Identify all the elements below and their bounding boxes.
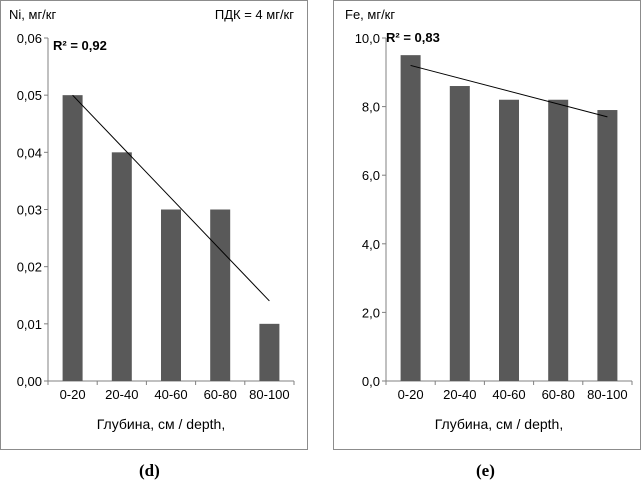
chart-ni: Ni, мг/кг ПДК = 4 мг/кг R² = 0,92 Глубин… [9, 7, 295, 432]
x-tick-label: 40-60 [154, 387, 187, 402]
trendline [410, 64, 608, 118]
x-tick-label: 60-80 [542, 387, 575, 402]
x-tick-label: 20-40 [105, 387, 138, 402]
y-tick-label: 0,01 [17, 317, 42, 332]
x-axis-label: Глубина, см / depth, [97, 416, 225, 432]
x-tick-label: 40-60 [492, 387, 525, 402]
r2-label: R² = 0,83 [386, 30, 440, 45]
y-tick-label: 0,06 [17, 31, 42, 46]
y-tick-label: 2,0 [362, 305, 380, 320]
caption-d: (d) [139, 461, 160, 480]
bar [400, 55, 421, 382]
chart-panel-fe: Fe, мг/кг R² = 0,83 Глубина, см / depth,… [333, 0, 641, 450]
bar [111, 152, 132, 381]
y-tick-label: 0,02 [17, 260, 42, 275]
bar [548, 99, 569, 382]
y-axis-label: Ni, мг/кг [9, 7, 56, 22]
x-tick-label: 0-20 [60, 387, 86, 402]
y-tick-label: 0,03 [17, 203, 42, 218]
chart-fe: Fe, мг/кг R² = 0,83 Глубина, см / depth,… [345, 7, 633, 432]
trendline [72, 94, 270, 302]
bar [449, 86, 470, 382]
y-tick-label: 8,0 [362, 100, 380, 115]
y-tick-label: 6,0 [362, 168, 380, 183]
bar [161, 209, 181, 381]
y-axis-label: Fe, мг/кг [345, 7, 395, 22]
x-tick-label: 80-100 [587, 387, 627, 402]
x-tick-label: 60-80 [204, 387, 237, 402]
bar [259, 323, 280, 381]
bar [210, 209, 231, 381]
y-tick-label: 4,0 [362, 237, 380, 252]
y-tick-label: 0,0 [362, 374, 380, 389]
y-tick-label: 0,00 [17, 374, 42, 389]
bar [597, 110, 618, 381]
y-tick-label: 0,05 [17, 88, 42, 103]
bar [499, 99, 519, 382]
y-tick-label: 10,0 [355, 31, 380, 46]
caption-e: (e) [476, 461, 495, 480]
pdk-annotation: ПДК = 4 мг/кг [215, 7, 294, 22]
y-tick-label: 0,04 [17, 145, 42, 160]
x-tick-label: 20-40 [443, 387, 476, 402]
r2-label: R² = 0,92 [53, 38, 107, 53]
chart-panel-ni: Ni, мг/кг ПДК = 4 мг/кг R² = 0,92 Глубин… [0, 0, 308, 450]
x-tick-label: 80-100 [249, 387, 289, 402]
x-axis-label: Глубина, см / depth, [435, 416, 563, 432]
x-tick-label: 0-20 [398, 387, 424, 402]
bar [62, 95, 83, 382]
